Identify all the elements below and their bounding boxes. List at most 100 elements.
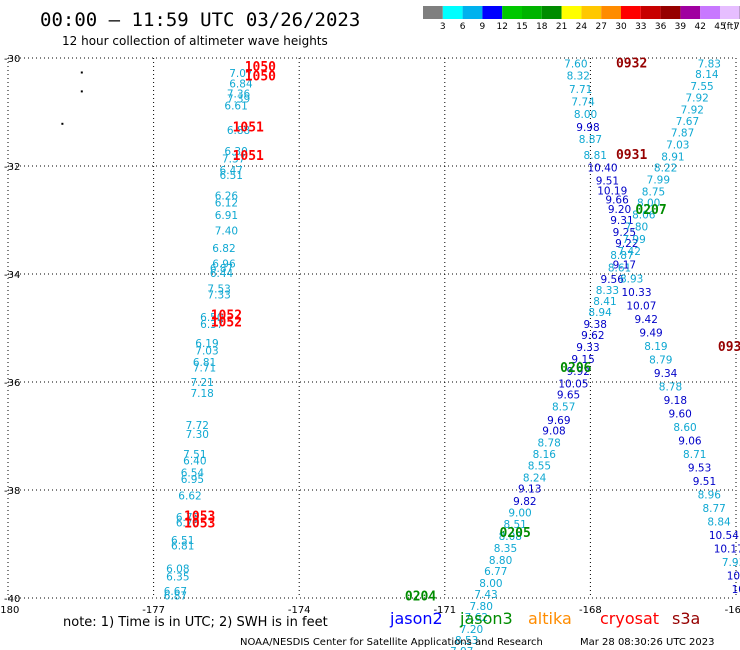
swh-value: 6.95 [181,474,204,486]
swh-value: 8.93 [620,273,643,285]
legend-label: 70 [734,22,740,32]
swh-value: 8.91 [661,151,684,163]
swh-value: 10.54 [709,530,739,542]
swh-value: 7.37 [222,153,245,165]
pass-time: 0931 [616,148,647,163]
swh-value: 6.50 [200,312,223,324]
swh-value: 7.53 [207,284,230,296]
swh-value: 7.80 [470,601,493,613]
swh-value: 8.71 [683,449,706,461]
swh-value: 8.00 [479,578,502,590]
swh-value: 9.53 [688,462,711,474]
swh-value: 10.40 [588,163,618,175]
pass-time: 1052 [211,316,242,331]
pass-time: 0932 [616,56,647,71]
swh-value: 7.42 [618,246,641,258]
color-legend: 36912151821242730333639424570(ft) [423,6,740,32]
legend-swatch [462,6,483,19]
swh-value: 7.40 [215,225,238,237]
pass-time: 1050 [245,60,276,75]
satellite-cryosat: cryosat [600,609,659,628]
swh-value: 10.07 [626,300,656,312]
legend-swatch [541,6,562,19]
satellite-jason2: jason2 [389,609,443,628]
legend-swatch [700,6,720,19]
swh-value: 8.24 [523,473,547,485]
y-tick-label: -40 [4,594,20,605]
satellite-legend: jason2 jason3 altika cryosat s3a [389,609,700,628]
swh-value: 8.87 [579,134,602,146]
swh-value: 8.08 [499,531,522,543]
swh-value: 7.07 [229,68,252,80]
legend-swatch [660,6,681,19]
swh-value: 8.80 [489,555,512,567]
swh-value: 7.93 [722,557,740,569]
swh-value: 8.19 [644,341,667,353]
swh-value: 6.91 [215,210,238,222]
satellite-altika: altika [528,609,572,628]
swh-value: 6.40 [183,455,206,467]
footer-timestamp: Mar 28 08:30:26 UTC 2023 [580,637,715,648]
swh-value: 6.26 [215,191,239,203]
swh-value: 9.92 [567,366,590,378]
swh-value: 9.25 [613,227,636,239]
swh-value: 7.99 [622,234,645,246]
swh-value: 10.17 [714,543,740,555]
swh-value: 7.43 [474,589,497,601]
track-dot [61,122,64,125]
swh-value: 7.03 [195,346,218,358]
legend-swatch [720,6,740,19]
swh-value: 10.33 [621,287,651,299]
swh-value: 7.80 [625,221,648,233]
swh-value: 8.22 [654,163,677,175]
swh-value: 7.72 [186,420,209,432]
swh-value: 7.97 [450,646,473,650]
legend-swatch [502,6,522,19]
legend-label: 3 [440,22,446,32]
swh-value: 8.00 [637,198,660,210]
swh-value: 8.77 [702,503,725,515]
legend-label: 21 [556,22,567,32]
legend-swatch [482,6,503,19]
legend-label: 9 [480,22,486,32]
legend-label: 39 [675,22,687,32]
swh-value: 7.36 [227,89,251,101]
swh-value: 7.51 [183,449,206,461]
legend-swatch [522,6,542,19]
swh-value: 7.30 [186,429,209,441]
swh-value: 10.05 [558,379,588,391]
swh-value: 7.62 [465,612,488,624]
x-tick-label: -168 [579,605,602,616]
x-tick-label: -165 [725,605,740,616]
swh-value: 8.81 [584,150,607,162]
swh-value: 9.60 [668,408,691,420]
swh-value: 6.81 [193,357,216,369]
chart-title: 00:00 — 11:59 UTC 03/26/2023 [40,9,360,31]
x-tick-label: -171 [433,605,456,616]
swh-value: 7.67 [676,116,699,128]
swh-value: 8.61 [608,263,631,275]
swh-value: 6.19 [195,338,218,350]
swh-value: 9.06 [678,435,702,447]
swh-value: 8.57 [552,401,575,413]
swh-value: 6.51 [171,535,194,547]
swh-value: 6.96 [212,259,236,271]
swh-value: 7.18 [190,388,213,400]
x-tick-label: -177 [142,605,165,616]
pass-time: 0204 [405,589,436,604]
pass-time: 1053 [184,516,215,531]
swh-value: 9.15 [571,354,594,366]
legend-label: 27 [595,22,606,32]
legend-label: 42 [694,22,705,32]
swh-value: 8.16 [533,449,557,461]
legend-label: 36 [655,22,667,32]
satellite-s3a: s3a [672,609,700,628]
swh-value: 6.37 [200,319,223,331]
swh-value: 6.87 [210,263,233,275]
swh-value: 7.55 [690,81,713,93]
swh-value: 9.51 [693,476,716,488]
swh-value: 10.5 [732,584,740,596]
legend-label: 6 [460,22,466,32]
swh-value: 8.78 [659,381,682,393]
